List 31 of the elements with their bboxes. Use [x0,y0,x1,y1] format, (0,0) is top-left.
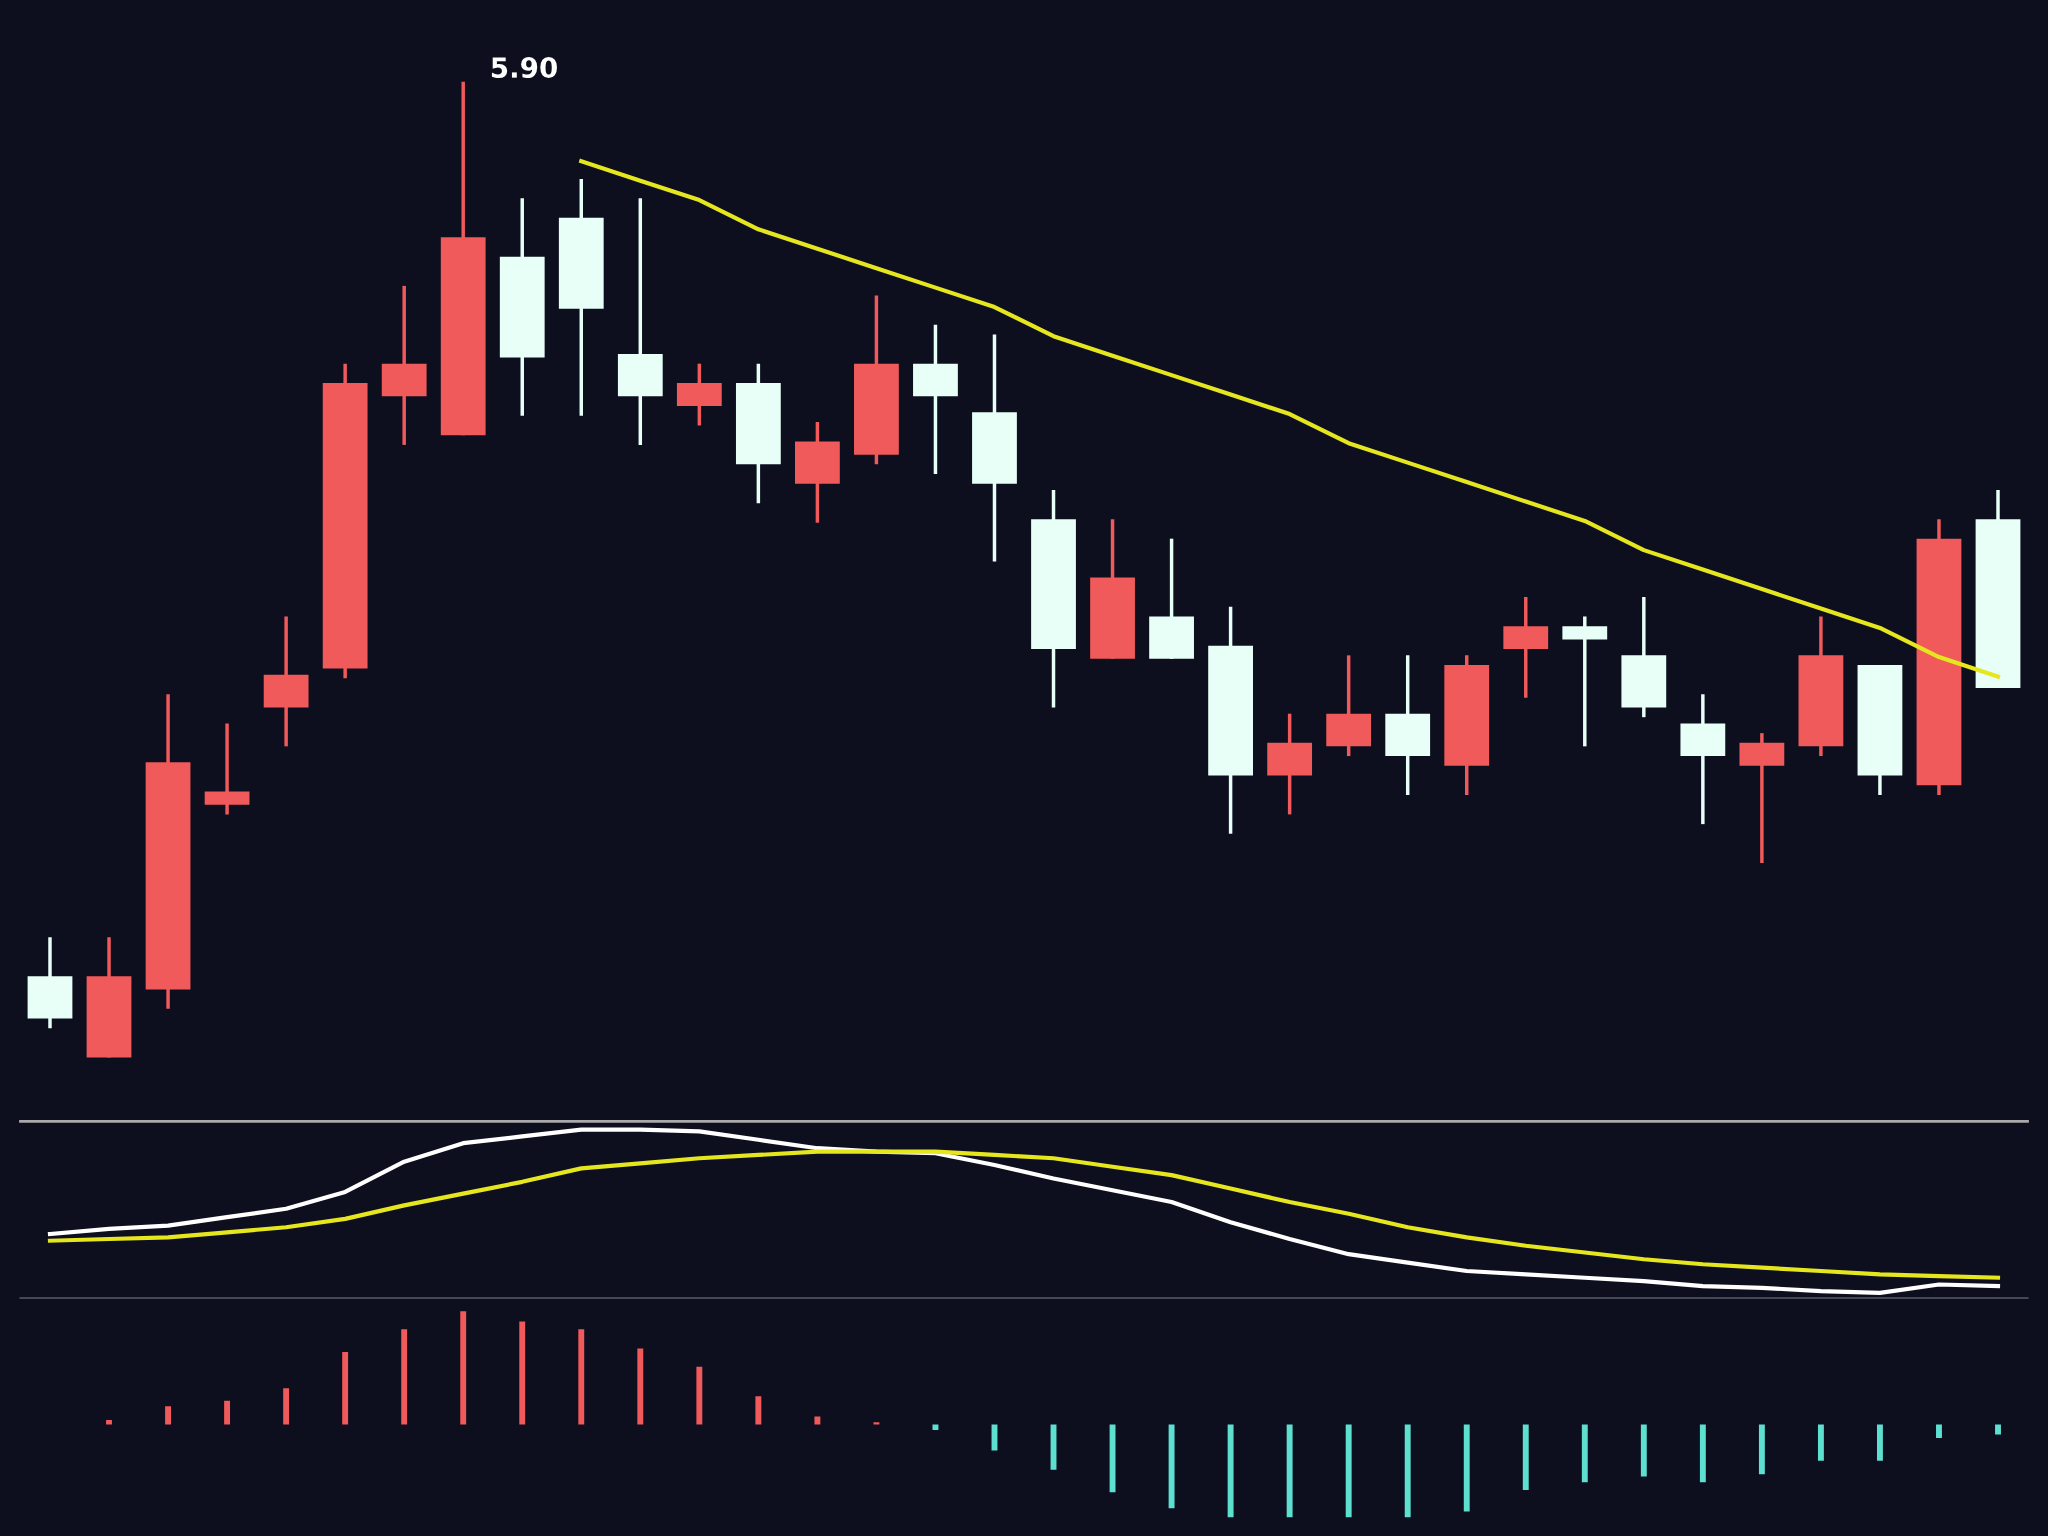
bar [283,1388,290,1425]
bar [1699,1424,1706,1483]
bar [1995,1424,2001,1435]
candlestick [1562,616,1608,747]
bar [1817,1424,1824,1461]
bar [460,1311,467,1425]
bar [519,1321,526,1425]
bar [1936,1424,1942,1439]
bar [755,1396,762,1425]
bar [1168,1424,1175,1509]
bar [873,1422,880,1425]
bar [1463,1424,1470,1512]
bar [401,1329,408,1425]
bar [1581,1424,1588,1483]
bar [637,1348,644,1425]
bar [1640,1424,1647,1477]
bar [165,1406,172,1425]
bar [932,1424,939,1431]
candlestick [204,723,250,815]
bar [342,1352,349,1425]
bar [1522,1424,1529,1491]
bar [696,1366,703,1425]
bar [1227,1424,1234,1518]
bar [578,1329,585,1425]
bar [1286,1424,1293,1518]
bar [1404,1424,1411,1518]
bar [1345,1424,1352,1518]
bar [1876,1424,1883,1461]
bar [1758,1424,1765,1475]
bar [224,1400,231,1425]
text: 5.90 [491,57,557,79]
